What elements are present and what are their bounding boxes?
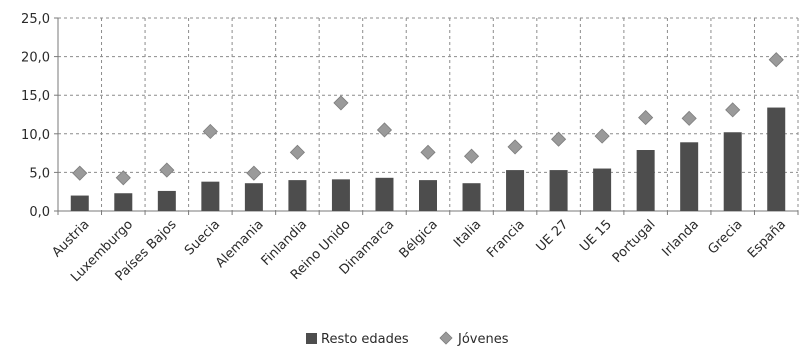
x-category-label: Suecia [182, 217, 223, 258]
bar-resto-edades [114, 193, 133, 211]
bar-series [70, 107, 786, 211]
marker-jovenes [246, 165, 262, 181]
marker-jovenes [333, 95, 349, 111]
bar-resto-edades [375, 177, 394, 211]
x-category-label: UE 27 [534, 217, 572, 255]
y-axis-tick-labels: 0,0 5,0 10,0 15,0 20,0 25,0 [21, 12, 50, 220]
x-category-label: UE 15 [577, 217, 615, 255]
x-category-label: Alemania [213, 217, 267, 271]
bar-resto-edades [288, 180, 307, 211]
marker-jovenes [115, 170, 131, 186]
legend: Resto edades Jóvenes [306, 331, 509, 347]
marker-jovenes [202, 123, 218, 140]
bar-resto-edades [636, 150, 655, 211]
x-category-label: Bélgica [397, 217, 441, 261]
x-category-label: Portugal [610, 217, 659, 266]
y-tick-label: 5,0 [29, 166, 50, 181]
marker-jovenes [72, 165, 88, 181]
marker-jovenes [681, 110, 697, 126]
marker-jovenes [638, 110, 654, 126]
marker-jovenes [594, 128, 610, 144]
legend-label-jovenes: Jóvenes [457, 332, 509, 347]
legend-label-resto-edades: Resto edades [321, 332, 409, 347]
legend-bar-swatch [306, 333, 317, 344]
marker-jovenes [376, 122, 393, 138]
y-tick-label: 10,0 [21, 128, 50, 143]
marker-jovenes [768, 52, 784, 68]
bar-resto-edades [723, 132, 742, 211]
marker-jovenes [507, 139, 523, 155]
x-category-label: Francia [484, 217, 528, 261]
bar-resto-edades [680, 142, 699, 211]
bar-resto-edades [244, 183, 263, 211]
bar-resto-edades [462, 183, 481, 211]
bar-resto-edades [506, 170, 525, 211]
marker-jovenes [289, 144, 305, 160]
bar-resto-edades [419, 180, 437, 211]
bar-resto-edades [157, 190, 176, 211]
bar-resto-edades [549, 170, 568, 211]
diamond-series [72, 52, 784, 186]
x-category-label: Austria [50, 217, 93, 260]
bar-resto-edades [201, 181, 220, 211]
x-category-label: Italia [451, 217, 484, 250]
marker-jovenes [463, 148, 480, 164]
y-tick-label: 20,0 [21, 51, 50, 66]
legend-diamond-swatch [439, 331, 453, 345]
bar-resto-edades [70, 195, 89, 211]
grid [58, 17, 799, 211]
y-tick-label: 25,0 [21, 12, 50, 27]
marker-jovenes [159, 162, 175, 178]
bar-resto-edades [767, 107, 786, 211]
bar-resto-edades [593, 168, 612, 211]
x-category-label: España [745, 217, 789, 261]
marker-jovenes [420, 144, 436, 160]
marker-jovenes [551, 131, 567, 147]
y-tick-label: 15,0 [21, 89, 50, 104]
bar-resto-edades [331, 179, 350, 211]
y-tick-label: 0,0 [29, 205, 50, 220]
x-category-label: Irlanda [659, 217, 702, 260]
marker-jovenes [725, 102, 741, 118]
x-category-label: Grecia [705, 217, 745, 257]
